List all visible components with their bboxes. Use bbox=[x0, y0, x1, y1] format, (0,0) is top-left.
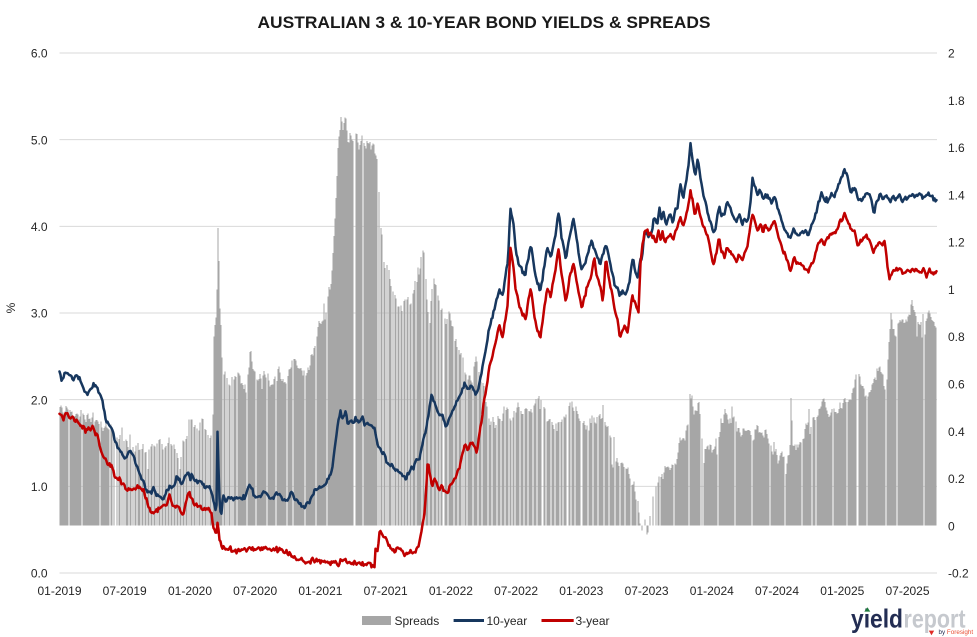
svg-text:yield: yield bbox=[851, 604, 903, 634]
svg-text:0.2: 0.2 bbox=[948, 472, 965, 486]
svg-text:1.2: 1.2 bbox=[948, 236, 965, 250]
svg-text:0: 0 bbox=[948, 519, 955, 533]
svg-text:3-year: 3-year bbox=[576, 614, 610, 628]
svg-text:1: 1 bbox=[948, 283, 955, 297]
svg-text:01-2020: 01-2020 bbox=[168, 584, 212, 598]
svg-text:%: % bbox=[4, 302, 18, 313]
svg-text:07-2019: 07-2019 bbox=[103, 584, 147, 598]
svg-text:07-2023: 07-2023 bbox=[625, 584, 669, 598]
svg-text:01-2019: 01-2019 bbox=[37, 584, 81, 598]
svg-text:5.0: 5.0 bbox=[31, 133, 48, 147]
svg-text:0.0: 0.0 bbox=[31, 567, 48, 581]
svg-text:0.8: 0.8 bbox=[948, 330, 965, 344]
svg-text:Spreads: Spreads bbox=[395, 614, 440, 628]
svg-text:AUSTRALIAN 3 & 10-YEAR BOND YI: AUSTRALIAN 3 & 10-YEAR BOND YIELDS & SPR… bbox=[258, 14, 711, 32]
svg-text:4.0: 4.0 bbox=[31, 220, 48, 234]
svg-text:2: 2 bbox=[948, 47, 955, 61]
svg-text:01-2024: 01-2024 bbox=[690, 584, 734, 598]
svg-text:07-2025: 07-2025 bbox=[885, 584, 929, 598]
svg-text:1.6: 1.6 bbox=[948, 141, 965, 155]
svg-text:1.0: 1.0 bbox=[31, 480, 48, 494]
svg-text:report: report bbox=[904, 604, 966, 634]
svg-text:07-2022: 07-2022 bbox=[494, 584, 538, 598]
svg-text:01-2023: 01-2023 bbox=[559, 584, 603, 598]
svg-text:0.4: 0.4 bbox=[948, 425, 965, 439]
svg-text:01-2025: 01-2025 bbox=[820, 584, 864, 598]
svg-text:01-2021: 01-2021 bbox=[298, 584, 342, 598]
svg-text:-0.2: -0.2 bbox=[948, 567, 969, 581]
svg-text:by Foresight: by Foresight bbox=[939, 629, 974, 636]
svg-text:07-2021: 07-2021 bbox=[364, 584, 408, 598]
svg-text:6.0: 6.0 bbox=[31, 47, 48, 61]
svg-text:2.0: 2.0 bbox=[31, 393, 48, 407]
svg-text:1.4: 1.4 bbox=[948, 188, 965, 202]
svg-text:07-2024: 07-2024 bbox=[755, 584, 799, 598]
svg-text:0.6: 0.6 bbox=[948, 378, 965, 392]
svg-text:10-year: 10-year bbox=[487, 614, 528, 628]
svg-text:3.0: 3.0 bbox=[31, 307, 48, 321]
svg-text:1.8: 1.8 bbox=[948, 94, 965, 108]
svg-text:01-2022: 01-2022 bbox=[429, 584, 473, 598]
svg-text:07-2020: 07-2020 bbox=[233, 584, 277, 598]
